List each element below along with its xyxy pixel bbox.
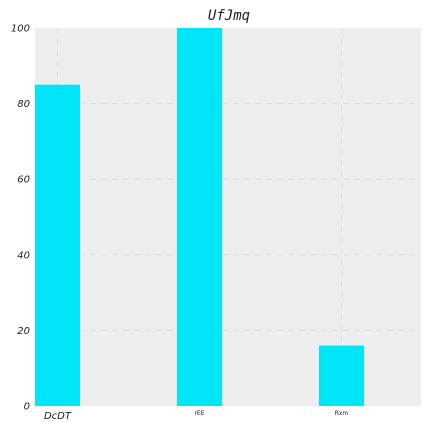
x-tick-label: DcDT bbox=[44, 411, 72, 422]
y-tick-label: 20 bbox=[17, 326, 30, 337]
x-tick-label: rEE bbox=[194, 410, 204, 417]
x-axis: DcDT rEE Rxm bbox=[44, 410, 348, 422]
y-tick-label: 100 bbox=[11, 24, 30, 35]
y-tick-label: 0 bbox=[24, 402, 30, 413]
bar-rxm bbox=[319, 345, 364, 406]
chart-title: UfJmq bbox=[208, 8, 250, 24]
y-tick-label: 60 bbox=[17, 175, 30, 186]
x-tick-label: Rxm bbox=[335, 410, 349, 417]
y-tick-label: 40 bbox=[17, 250, 30, 261]
plot-area bbox=[35, 28, 421, 406]
y-axis: 0 20 40 60 80 100 bbox=[11, 24, 30, 413]
bar-dcdt bbox=[35, 84, 80, 406]
y-tick-label: 80 bbox=[17, 99, 30, 110]
bar-ree bbox=[177, 28, 222, 406]
bars bbox=[35, 28, 364, 406]
